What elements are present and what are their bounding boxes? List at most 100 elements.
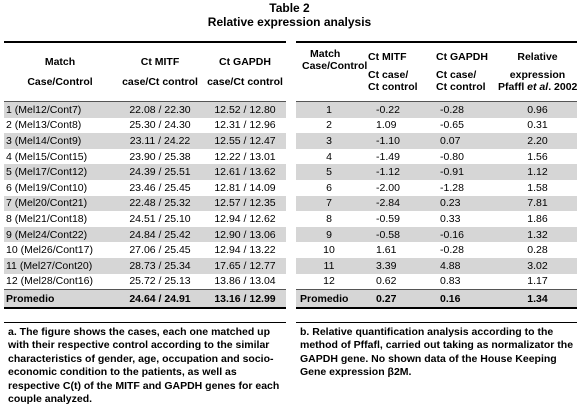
cell-match: 7 xyxy=(326,197,332,210)
cell-mitf: 24.39 / 25.51 xyxy=(129,166,191,179)
table-row: 5 -1.12 -0.91 1.12 xyxy=(296,164,577,180)
header-match: Match Case/Control xyxy=(4,42,116,102)
total-mitf: 24.64 / 24.91 xyxy=(116,289,204,310)
cell-mitf: 23.11 / 24.22 xyxy=(129,134,191,147)
cell-mitf-delta: -0.58 xyxy=(376,228,400,241)
cell-match: 6 (Mel19/Cont10) xyxy=(6,181,88,194)
cell-relative: 1.32 xyxy=(527,228,548,241)
table-row: 8 (Mel21/Cont18) 24.51 / 25.10 12.94 / 12.… xyxy=(4,211,286,227)
cell-gapdh-delta: -0.28 xyxy=(440,103,464,116)
cell-mitf-delta: -1.10 xyxy=(376,134,400,147)
cell-mitf: 23.46 / 25.45 xyxy=(129,181,191,194)
cell-match: 3 (Mel14/Cont9) xyxy=(6,134,82,147)
cell-mitf-delta: -1.12 xyxy=(376,166,400,179)
cell-match: 5 xyxy=(326,166,332,179)
table-row: 12 0.62 0.83 1.17 xyxy=(296,274,577,290)
cell-gapdh: 12.61 / 13.62 xyxy=(214,166,276,179)
table-row: 10 (Mel26/Cont17) 27.06 / 25.45 12.94 / 13… xyxy=(4,242,286,258)
header-relative: Relative expression Pfaffl et al. 2002 xyxy=(498,42,577,102)
cell-match: 10 xyxy=(323,244,335,257)
cell-mitf: 25.72 / 25.13 xyxy=(129,275,191,288)
header-mitf-line2: Ct case/ xyxy=(368,69,409,81)
cell-match: 9 xyxy=(326,228,332,241)
cell-relative: 0.96 xyxy=(527,103,548,116)
header-mitf: Ct MITF Ct case/ Ct control xyxy=(362,42,430,102)
cell-match: 4 (Mel15/Cont15) xyxy=(6,150,88,163)
cell-gapdh-delta: -0.80 xyxy=(440,150,464,163)
table-row: 2 1.09 -0.65 0.31 xyxy=(296,118,577,134)
cell-match: 7 (Mel20/Cont21) xyxy=(6,197,88,210)
cell-mitf: 27.06 / 25.45 xyxy=(129,244,191,257)
table-row: 5 (Mel17/Cont12) 24.39 / 25.51 12.61 / 13.… xyxy=(4,164,286,180)
cell-gapdh: 17.65 / 12.77 xyxy=(214,259,276,272)
relative-expression-table: Match Case/Control Ct MITF Ct case/ Ct c… xyxy=(296,41,577,310)
cell-gapdh-delta: -0.65 xyxy=(440,119,464,132)
total-label: Promedio xyxy=(296,289,362,310)
cell-relative: 3.02 xyxy=(527,259,548,272)
cell-gapdh: 12.94 / 13.22 xyxy=(214,244,276,257)
header-match-line2: Case/Control xyxy=(27,76,93,88)
header-match-line1: Match xyxy=(310,48,341,60)
header-rel-etal: et al xyxy=(527,81,549,93)
note-a-divider xyxy=(4,322,286,409)
table-row: 4 -1.49 -0.80 1.56 xyxy=(296,149,577,165)
cell-mitf: 24.51 / 25.10 xyxy=(129,212,191,225)
table-row: 1 -0.22 -0.28 0.96 xyxy=(296,101,577,118)
cell-match: 12 xyxy=(323,275,335,288)
table-row: 8 -0.59 0.33 1.86 xyxy=(296,211,577,227)
total-gapdh: 13.16 / 12.99 xyxy=(204,289,286,310)
table-row: 2 (Mel13/Cont8) 25.30 / 24.30 12.31 / 12.9… xyxy=(4,118,286,134)
header-gapdh: Ct GAPDH case/Ct control xyxy=(204,42,286,102)
cell-relative: 0.28 xyxy=(527,244,548,257)
cell-match: 2 xyxy=(326,119,332,132)
cell-gapdh: 12.57 / 12.35 xyxy=(214,197,276,210)
total-label: Promedio xyxy=(4,289,116,310)
table-number: Table 2 xyxy=(269,1,310,15)
cell-gapdh-delta: 0.23 xyxy=(440,197,461,210)
cell-mitf-delta: 1.09 xyxy=(376,119,397,132)
header-match-line1: Match xyxy=(44,56,76,68)
header-mitf: Ct MITF case/Ct control xyxy=(116,42,204,102)
footnote-b: b. Relative quantification analysis acco… xyxy=(300,326,574,379)
cell-mitf: 23.90 / 25.38 xyxy=(129,150,191,163)
cell-mitf-delta: -2.00 xyxy=(376,181,400,194)
cell-relative: 1.12 xyxy=(527,166,548,179)
header-row: Match Case/Control Ct MITF case/Ct contr… xyxy=(4,42,286,102)
cell-match: 1 (Mel12/Cont7) xyxy=(6,103,82,116)
cell-match: 1 xyxy=(326,103,332,116)
table-row: 4 (Mel15/Cont15) 23.90 / 25.38 12.22 / 13.… xyxy=(4,149,286,165)
cell-match: 10 (Mel26/Cont17) xyxy=(6,244,93,257)
cell-gapdh: 12.22 / 13.01 xyxy=(214,150,276,163)
cell-match: 6 xyxy=(326,181,332,194)
table-row: 11 (Mel27/Cont20) 28.73 / 25.34 17.65 / 12… xyxy=(4,257,286,274)
header-rel-author: Pfaffl xyxy=(498,81,528,93)
cell-gapdh: 12.31 / 12.96 xyxy=(214,119,276,132)
cell-match: 4 xyxy=(326,150,332,163)
cell-mitf-delta: -1.49 xyxy=(376,150,400,163)
cell-mitf-delta: 1.61 xyxy=(376,244,397,257)
header-rel-line2: expression xyxy=(509,69,566,81)
cell-gapdh-delta: -0.16 xyxy=(440,228,464,241)
table-row: 9 (Mel24/Cont22) 24.84 / 25.42 12.90 / 13.… xyxy=(4,226,286,243)
cell-match: 9 (Mel24/Cont22) xyxy=(6,228,88,241)
note-b-divider xyxy=(296,322,577,409)
cell-match: 8 (Mel21/Cont18) xyxy=(6,212,88,225)
cell-relative: 1.17 xyxy=(527,275,548,288)
table-row: 10 1.61 -0.28 0.28 xyxy=(296,242,577,258)
cell-gapdh-delta: 0.33 xyxy=(440,212,461,225)
table-row: 9 -0.58 -0.16 1.32 xyxy=(296,226,577,243)
cell-mitf: 28.73 / 25.34 xyxy=(129,259,191,272)
table-row: 6 (Mel19/Cont10) 23.46 / 25.45 12.81 / 14.… xyxy=(4,180,286,196)
header-gapdh-line2: case/Ct control xyxy=(207,76,283,88)
cell-match: 8 xyxy=(326,212,332,225)
footnote-a: a. The figure shows the cases, each one … xyxy=(8,326,280,406)
header-mitf-line1: Ct MITF xyxy=(368,51,407,63)
cell-mitf: 24.84 / 25.42 xyxy=(129,228,191,241)
table-row: 1 (Mel12/Cont7) 22.08 / 22.30 12.52 / 12.8… xyxy=(4,101,286,118)
header-gapdh: Ct GAPDH Ct case/ Ct control xyxy=(430,42,498,102)
cell-gapdh: 12.55 / 12.47 xyxy=(214,134,276,147)
header-rel-line3: Pfaffl et al. 2002 xyxy=(498,81,577,93)
cell-gapdh-delta: -0.28 xyxy=(440,244,464,257)
cell-gapdh-delta: 0.83 xyxy=(440,275,461,288)
total-relative: 1.34 xyxy=(498,289,577,310)
